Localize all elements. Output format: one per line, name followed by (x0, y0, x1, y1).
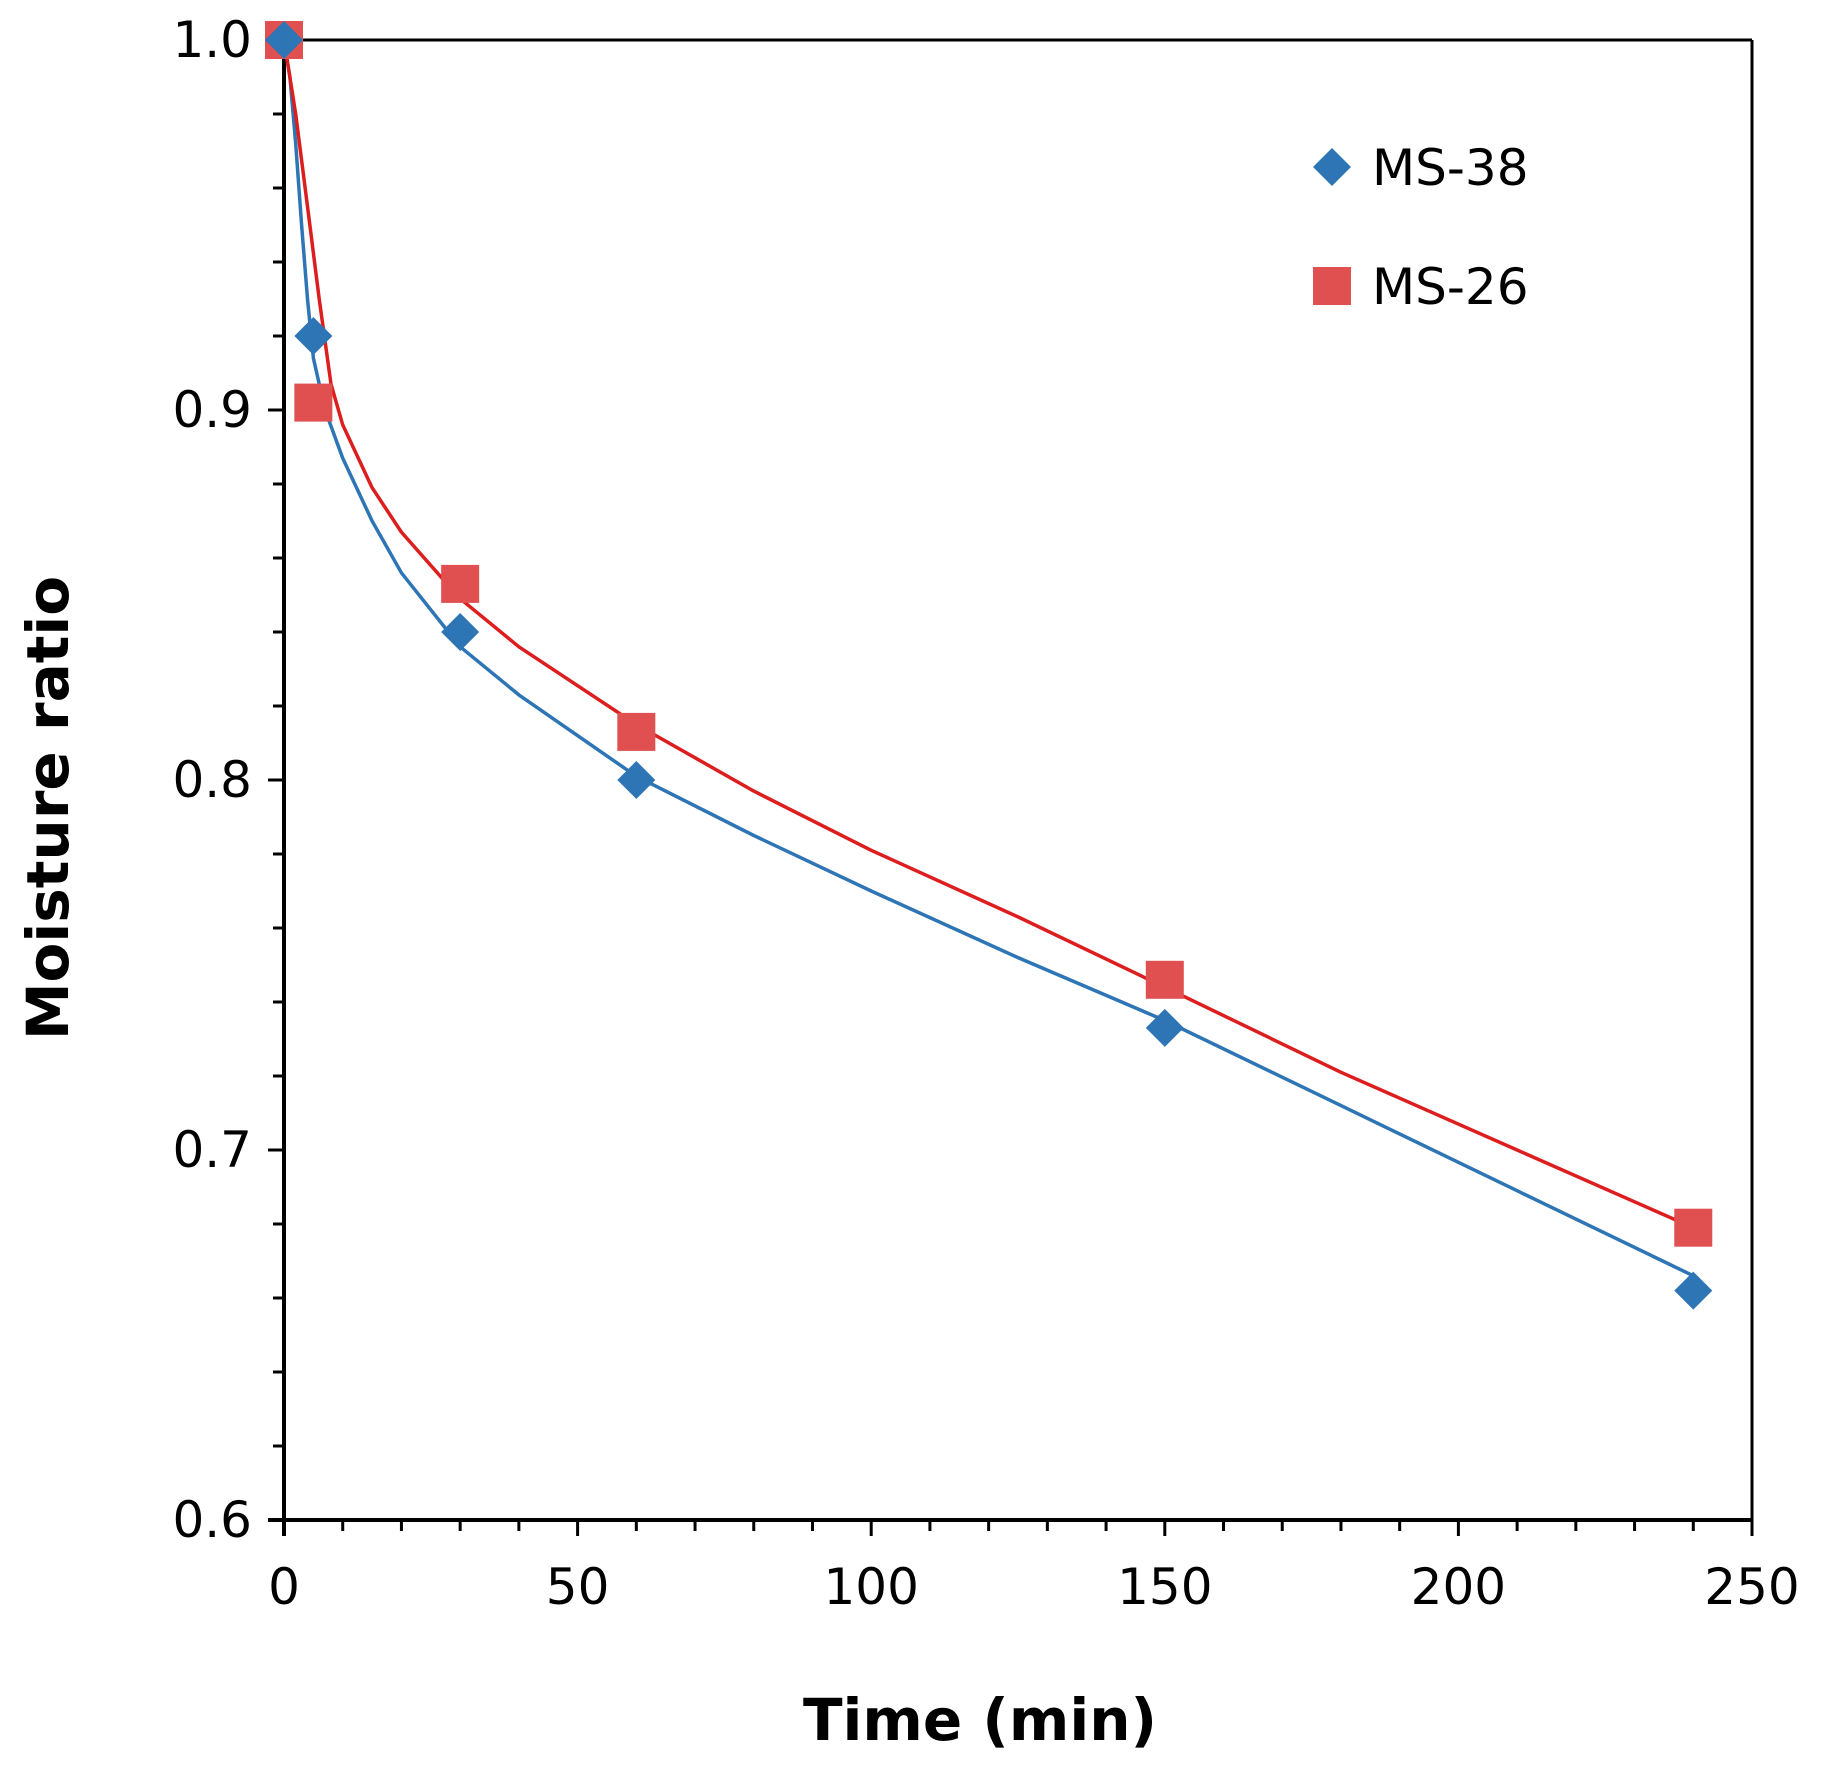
point-ms-26 (617, 712, 656, 751)
fit-lines (282, 38, 1696, 1278)
point-ms-26 (294, 383, 333, 422)
x-axis-ticks: 0 50 100 150 200 250 (268, 1520, 1800, 1616)
x-tick-label: 250 (1704, 1558, 1799, 1616)
x-tick-label: 150 (1117, 1558, 1212, 1616)
point-ms-38 (1674, 1271, 1713, 1310)
y-tick-label: 1.0 (172, 11, 252, 69)
y-tick-label: 0.9 (172, 381, 252, 439)
fit-line-ms-38 (282, 38, 1696, 1278)
x-tick-label: 50 (546, 1558, 610, 1616)
x-tick-label: 200 (1411, 1558, 1506, 1616)
point-ms-38 (265, 21, 303, 59)
point-ms-26 (1145, 960, 1184, 999)
x-axis-title: Time (min) (803, 1686, 1157, 1754)
legend-marker-ms-38 (1313, 148, 1351, 186)
x-tick-label: 0 (268, 1558, 300, 1616)
legend-label-ms-38: MS-38 (1372, 139, 1529, 197)
point-ms-26 (441, 564, 480, 603)
y-tick-label: 0.8 (172, 751, 252, 809)
plot-frame (268, 38, 1754, 1536)
point-ms-38 (294, 317, 333, 355)
legend-label-ms-26: MS-26 (1372, 258, 1529, 316)
legend-marker-ms-26 (1313, 267, 1351, 305)
point-ms-38 (441, 613, 480, 651)
fit-line-ms-26 (282, 38, 1696, 1230)
y-tick-label: 0.6 (172, 1491, 252, 1549)
legend: MS-38 MS-26 (1313, 139, 1529, 316)
point-ms-38 (617, 761, 656, 799)
y-tick-label: 0.7 (172, 1121, 252, 1179)
data-markers (265, 21, 1713, 1310)
x-tick-label: 100 (823, 1558, 918, 1616)
y-axis-ticks: 0.6 0.7 0.8 0.9 1.0 (172, 11, 284, 1549)
point-ms-26 (1674, 1208, 1713, 1247)
y-axis-title: Moisture ratio (14, 576, 82, 1040)
point-ms-38 (1145, 1008, 1184, 1047)
